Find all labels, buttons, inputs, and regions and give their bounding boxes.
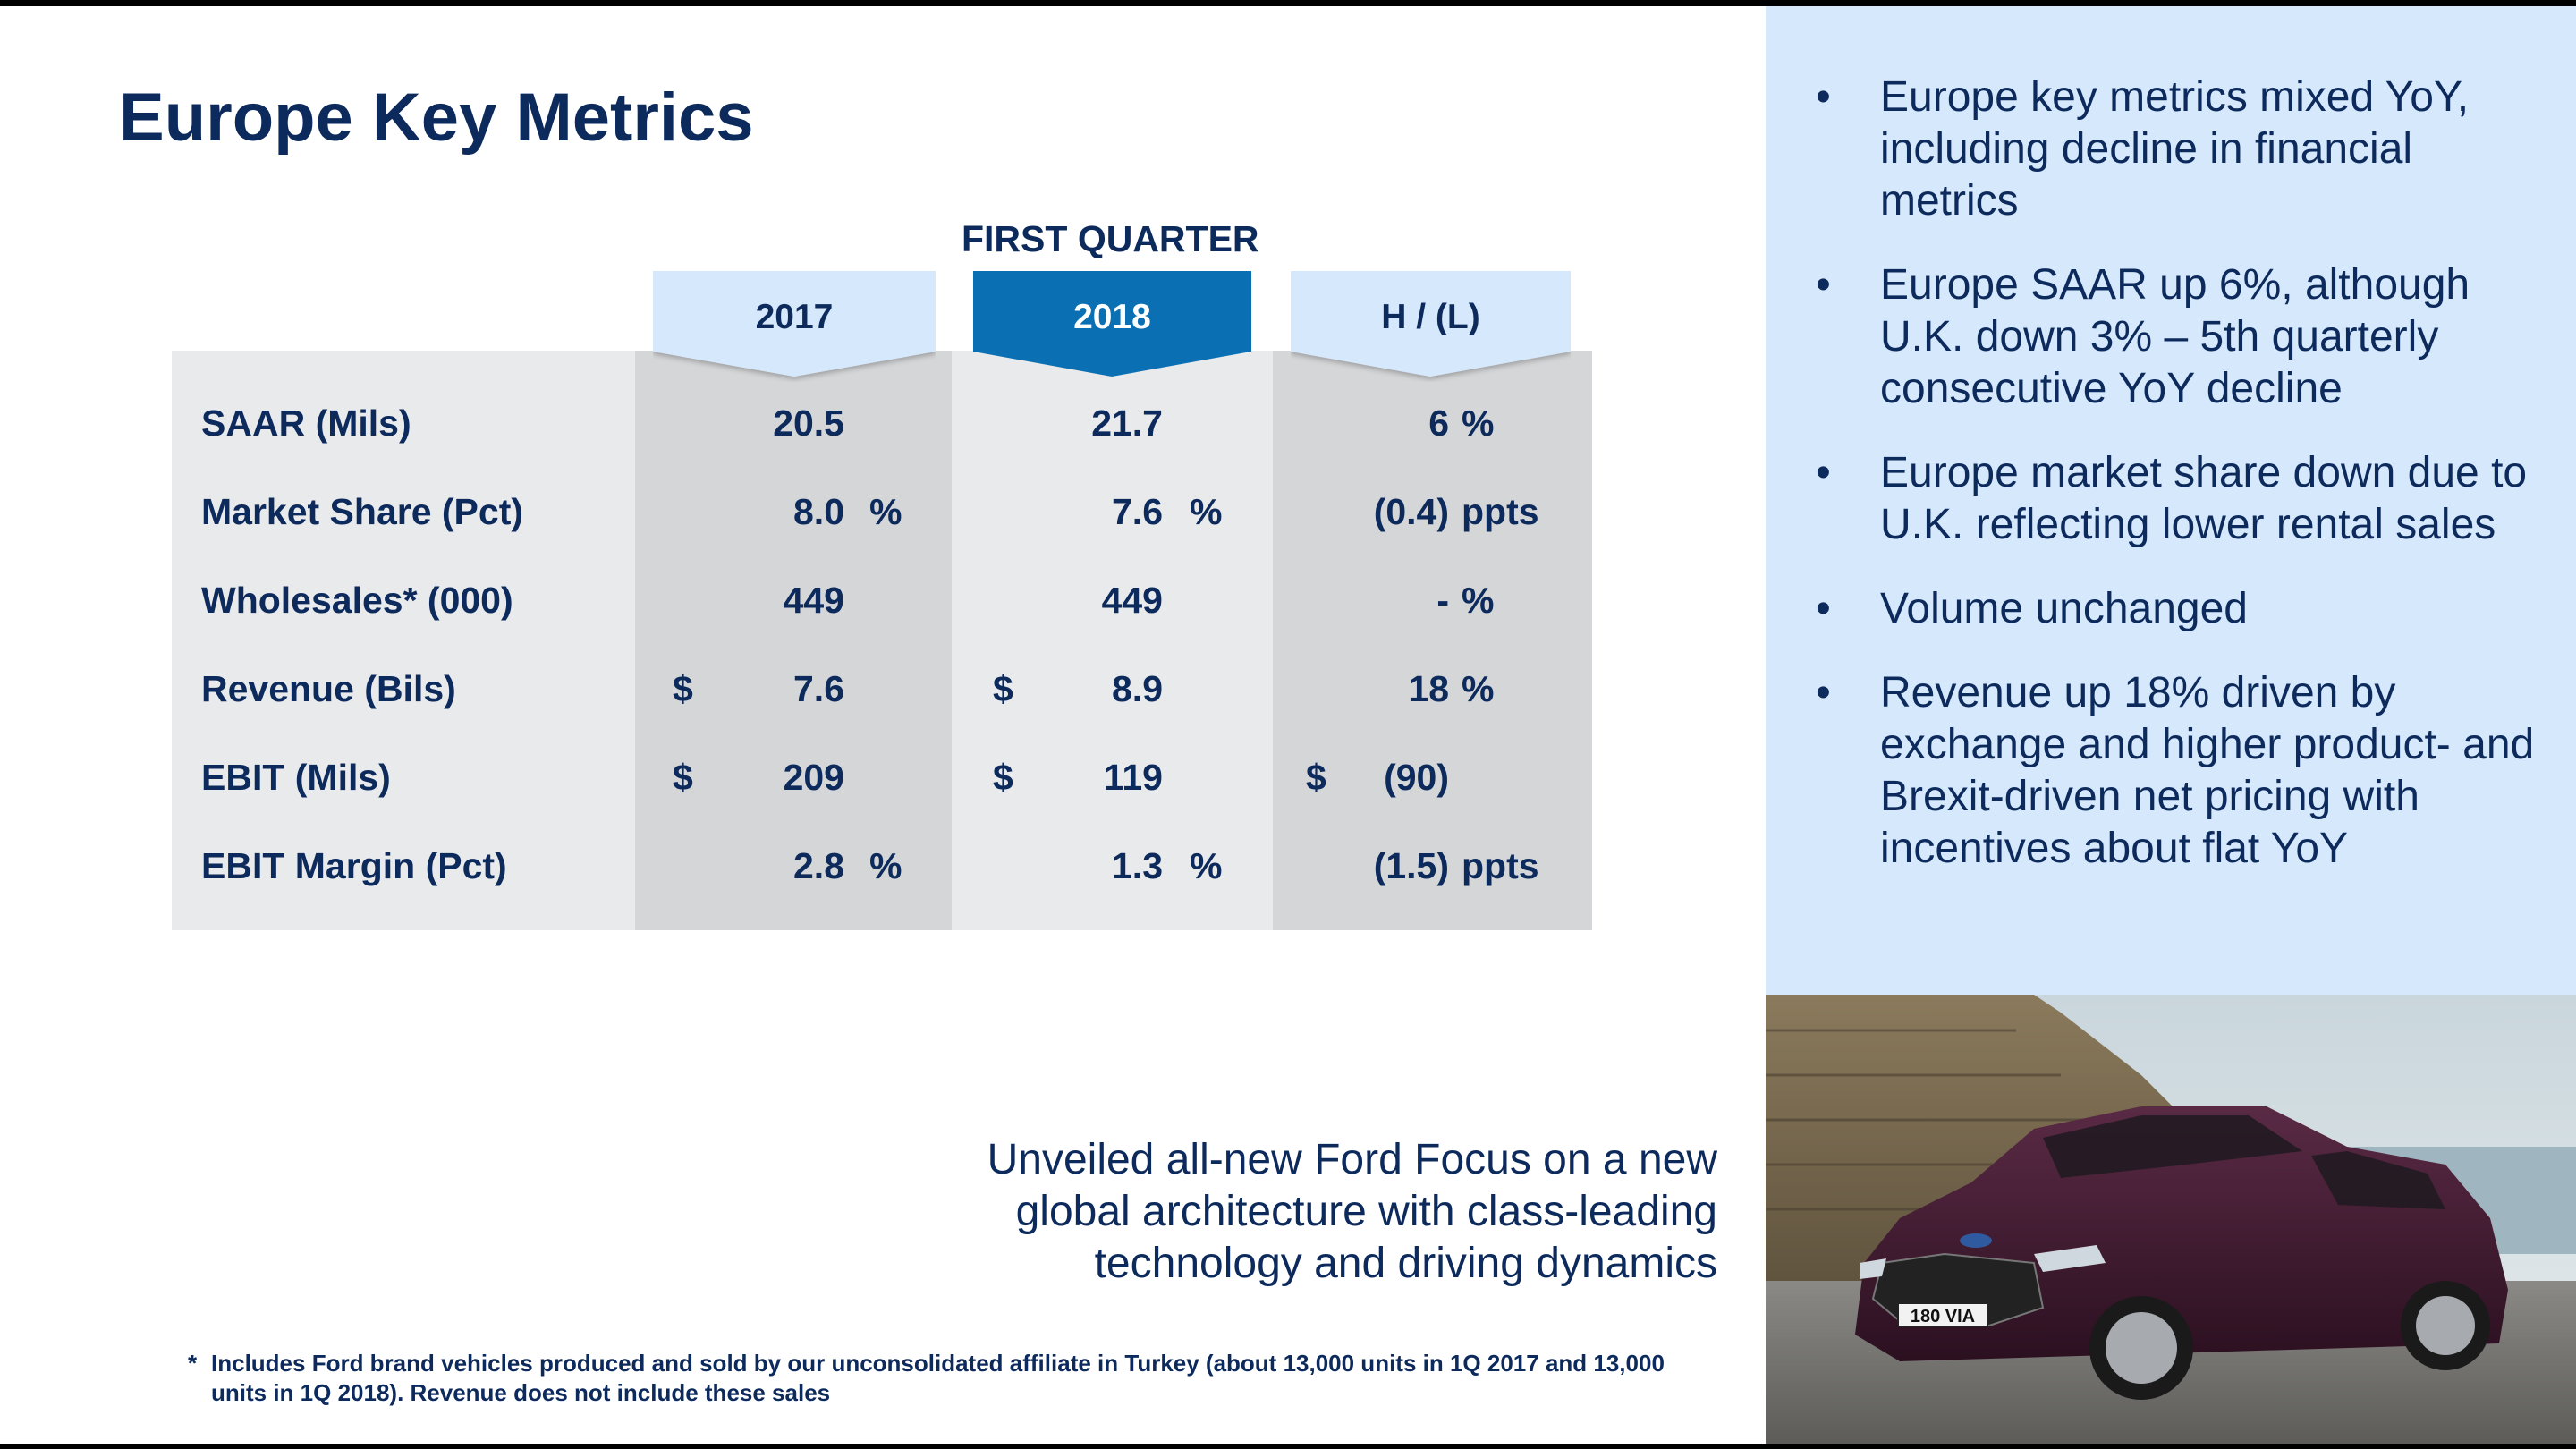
cell-unit: %	[1462, 580, 1495, 621]
cell-currency: $	[993, 757, 1013, 798]
bullet-item: • Volume unchanged	[1816, 583, 2558, 635]
column-hl-bg	[1273, 351, 1592, 930]
cell-unit: ppts	[1462, 845, 1539, 886]
bullet-dot-icon: •	[1816, 261, 1831, 309]
cell-unit: %	[869, 491, 902, 532]
header-2018-label: 2018	[1073, 298, 1151, 336]
cell-value: 7.6	[1112, 491, 1163, 532]
footnote-marker: *	[188, 1350, 198, 1377]
cell-unit: %	[869, 845, 902, 886]
cell-value: 20.5	[773, 402, 844, 444]
header-2018: 2018	[973, 271, 1251, 382]
row-label: Market Share (Pct)	[201, 491, 524, 532]
cell-unit: %	[1462, 668, 1495, 709]
cell-value: (0.4)	[1373, 491, 1449, 532]
cell-value: 119	[1103, 757, 1163, 798]
bottom-border	[0, 1444, 2576, 1449]
table-row: SAAR (Mils) 20.5 21.7 6%	[0, 394, 2576, 456]
cell-value: (1.5)	[1373, 845, 1449, 886]
row-label: Revenue (Bils)	[201, 668, 456, 709]
ford-focus-photo: 180 VIA	[1766, 995, 2576, 1444]
bullet-dot-icon: •	[1816, 669, 1831, 716]
footnote: * Includes Ford brand vehicles produced …	[188, 1349, 1708, 1408]
cell-unit: %	[1190, 845, 1223, 886]
photo-caption: Unveiled all-new Ford Focus on a new glo…	[987, 1136, 1717, 1287]
period-label: FIRST QUARTER	[962, 218, 1259, 259]
bullet-dot-icon: •	[1816, 449, 1831, 496]
column-2018-bg	[953, 351, 1271, 930]
cell-value: 209	[783, 757, 844, 798]
cell-value: 8.9	[1112, 668, 1163, 709]
bullet-dot-icon: •	[1816, 585, 1831, 632]
cell-value: 1.3	[1112, 845, 1163, 886]
footnote-text: Includes Ford brand vehicles produced an…	[211, 1350, 1665, 1406]
cell-unit: %	[1462, 402, 1495, 444]
table-row: EBIT Margin (Pct) 2.8% 1.3% (1.5) ppts	[0, 836, 2576, 899]
row-label: EBIT (Mils)	[201, 757, 391, 798]
cell-value: 449	[1101, 580, 1163, 621]
top-border	[0, 0, 2576, 6]
cell-currency: $	[1306, 757, 1326, 798]
cell-value: 21.7	[1091, 402, 1163, 444]
cell-currency: $	[673, 668, 693, 709]
cell-value: -	[1436, 580, 1449, 621]
cell-value: 7.6	[793, 668, 844, 709]
cell-currency: $	[993, 668, 1013, 709]
cell-value: 449	[783, 580, 844, 621]
cell-unit: ppts	[1462, 491, 1539, 532]
cell-value: 8.0	[793, 491, 844, 532]
license-plate-text: 180 VIA	[1911, 1307, 1975, 1326]
commentary-bullets: • Europe key metrics mixed YoY, including…	[1816, 72, 2558, 907]
table-row: EBIT (Mils) $209 $119 $ (90)	[0, 748, 2576, 810]
commentary-panel	[1766, 6, 2576, 995]
row-label: Wholesales* (000)	[201, 580, 513, 621]
bullet-item: • Europe key metrics mixed YoY, including…	[1816, 73, 2470, 225]
header-2017: 2017	[653, 271, 936, 382]
cell-value: 18	[1408, 668, 1449, 709]
table-row: Revenue (Bils) $7.6 $8.9 18%	[0, 659, 2576, 722]
row-label: EBIT Margin (Pct)	[201, 845, 507, 886]
cell-value: 6	[1428, 402, 1449, 444]
slide-title: Europe Key Metrics	[119, 80, 754, 156]
cell-currency: $	[673, 757, 693, 798]
bullet-item: • Europe market share down due to U.K. re…	[1816, 449, 2528, 548]
bullet-item: • Revenue up 18% driven by exchange and h…	[1816, 669, 2535, 872]
column-2017-bg	[635, 351, 952, 930]
cell-value: (90)	[1384, 757, 1449, 798]
bullet-item: • Europe SAAR up 6%, although U.K. down 3…	[1816, 261, 2470, 412]
table-row: Market Share (Pct) 8.0% 7.6% (0.4) ppts	[0, 482, 2576, 545]
bullet-dot-icon: •	[1816, 73, 1831, 121]
header-2017-label: 2017	[755, 298, 834, 336]
cell-unit: %	[1190, 491, 1223, 532]
header-hl: H / (L)	[1291, 271, 1571, 382]
row-label: SAAR (Mils)	[201, 402, 411, 444]
header-hl-label: H / (L)	[1381, 298, 1480, 336]
table-row: Wholesales* (000) 449 449 -%	[0, 571, 2576, 633]
cell-value: 2.8	[793, 845, 844, 886]
